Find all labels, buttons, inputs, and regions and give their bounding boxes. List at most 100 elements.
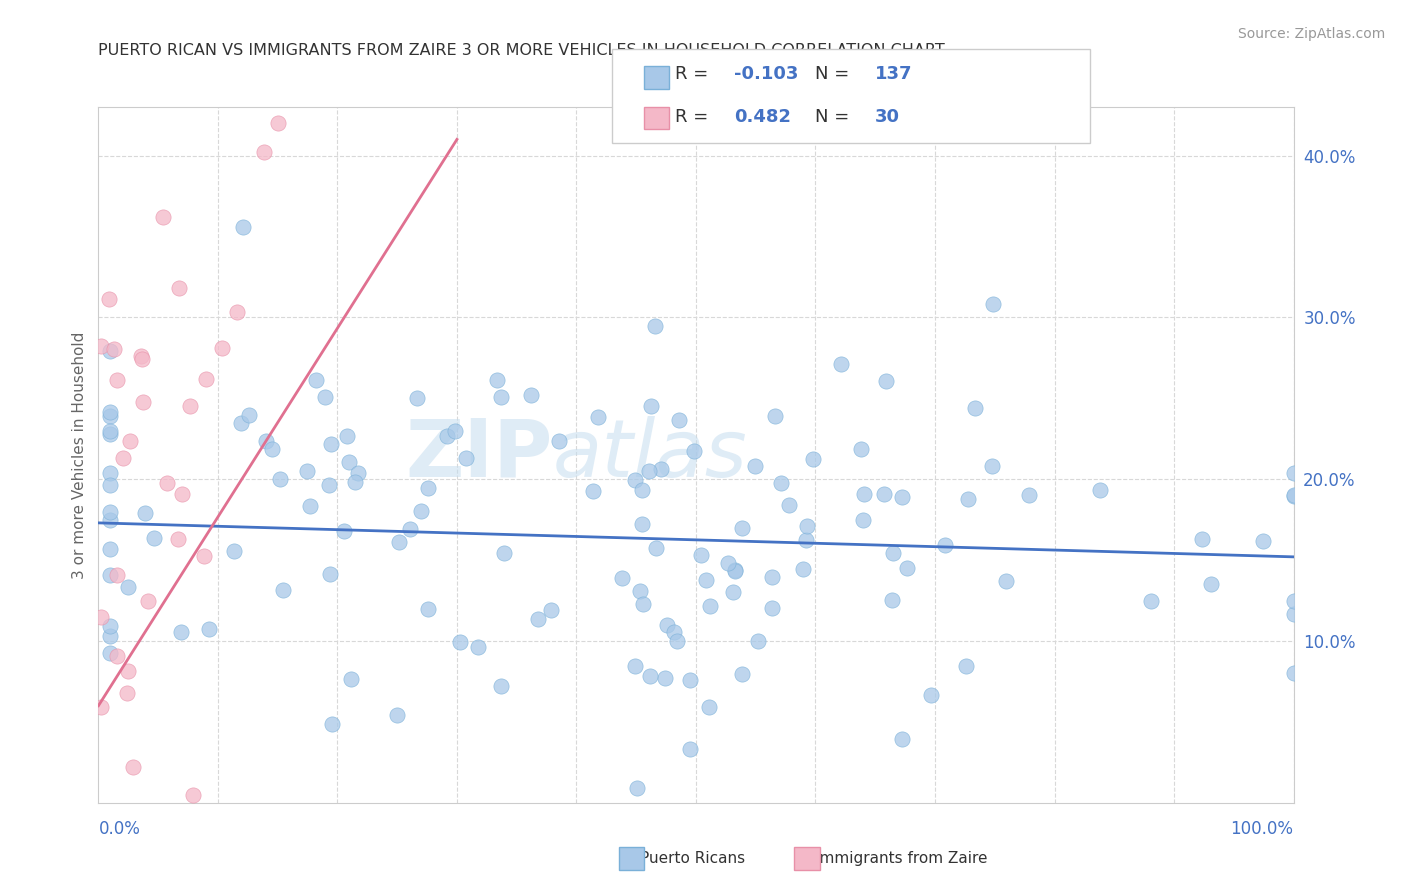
Point [231,417,253,431]
Point [193,549,215,564]
Point [624,658,647,673]
Point [1282,467,1305,481]
Point [337,455,360,469]
Point [920,688,942,702]
Text: 0.482: 0.482 [734,108,792,126]
Point [1282,666,1305,681]
Point [695,573,717,587]
Point [1282,488,1305,502]
Point [98,619,122,633]
Text: N =: N = [815,108,855,126]
Point [489,390,512,404]
Point [699,599,721,614]
Point [449,635,471,649]
Point [640,399,662,413]
Point [321,717,343,731]
Point [631,597,654,611]
Point [1282,607,1305,622]
Point [335,429,357,443]
Point [170,625,193,640]
Point [409,504,432,518]
Text: PUERTO RICAN VS IMMIGRANTS FROM ZAIRE 3 OR MORE VEHICLES IN HOUSEHOLD CORRELATIO: PUERTO RICAN VS IMMIGRANTS FROM ZAIRE 3 … [98,43,945,58]
Text: N =: N = [815,65,855,84]
Point [98,344,122,359]
Point [724,564,747,578]
Point [98,568,122,582]
Point [238,408,260,422]
Text: -0.103: -0.103 [734,65,799,84]
Point [662,624,685,639]
Point [794,533,817,547]
Point [830,357,852,371]
Point [1199,577,1222,591]
Point [98,505,122,519]
Point [761,569,783,583]
Point [853,487,876,501]
Text: 30: 30 [875,108,900,126]
Point [344,475,367,489]
Point [631,483,654,498]
Point [582,484,605,499]
Point [388,535,411,549]
Point [98,409,122,423]
Point [132,394,155,409]
Point [167,532,190,546]
Point [406,391,429,405]
Point [547,434,569,448]
Point [882,546,904,560]
Point [540,603,562,617]
Point [630,516,652,531]
Point [181,788,204,802]
Point [801,451,824,466]
Point [717,556,740,570]
Point [637,464,659,478]
Point [98,424,122,438]
Text: atlas: atlas [553,416,748,494]
Point [222,544,245,558]
Point [142,531,165,545]
Text: R =: R = [675,65,714,84]
Point [131,351,153,366]
Point [957,491,980,506]
Point [252,145,274,159]
Point [891,731,914,746]
Text: 0.0%: 0.0% [98,820,141,838]
Point [170,487,193,501]
Point [763,409,786,423]
Point [624,473,647,487]
Point [520,387,543,401]
Point [454,451,477,466]
Point [628,583,651,598]
Point [155,476,177,491]
Point [319,566,342,581]
Point [679,673,702,687]
Point [98,292,121,306]
Point [654,671,676,685]
Point [416,481,439,495]
Point [347,467,370,481]
Point [198,622,221,636]
Point [319,437,342,451]
Point [880,593,903,607]
Point [1251,533,1274,548]
Point [98,426,122,441]
Point [416,602,439,616]
Point [731,666,754,681]
Point [744,459,766,474]
Point [314,390,336,404]
Point [271,582,294,597]
Text: ZIP: ZIP [405,416,553,494]
Point [98,646,122,660]
Point [90,700,112,714]
Point [963,401,986,416]
Text: Puerto Ricans: Puerto Ricans [640,851,745,865]
Point [896,561,918,575]
Point [436,429,458,443]
Point [1088,483,1111,498]
Point [152,211,174,225]
Point [1282,593,1305,607]
Point [225,305,247,319]
Point [626,780,648,795]
Y-axis label: 3 or more Vehicles in Household: 3 or more Vehicles in Household [72,331,87,579]
Point [117,686,139,700]
